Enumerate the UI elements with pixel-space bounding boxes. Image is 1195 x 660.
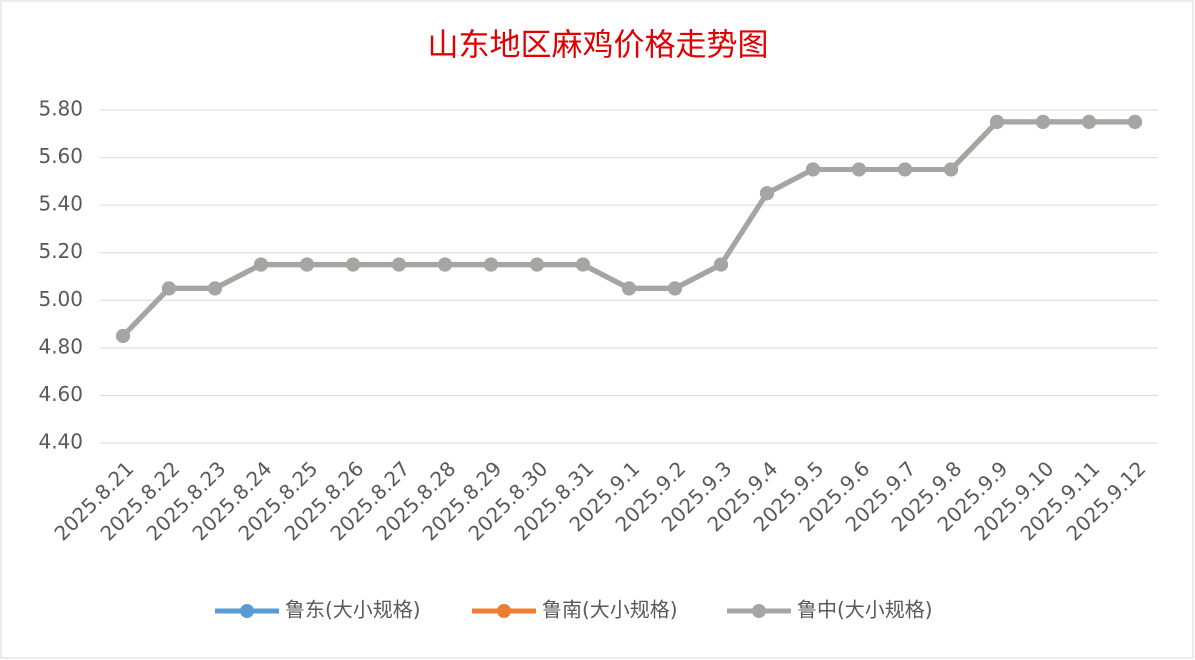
legend-label: 鲁东(大小规格) bbox=[285, 598, 421, 622]
legend-swatch-marker bbox=[752, 604, 766, 618]
data-point bbox=[208, 281, 222, 296]
data-point bbox=[300, 257, 314, 272]
y-tick-label: 5.60 bbox=[38, 144, 83, 168]
data-point bbox=[622, 281, 636, 296]
y-tick-label: 5.00 bbox=[38, 287, 83, 311]
data-point bbox=[438, 257, 452, 272]
data-point bbox=[346, 257, 360, 272]
data-point bbox=[116, 328, 130, 343]
y-tick-label: 4.80 bbox=[38, 334, 83, 358]
data-point bbox=[806, 162, 820, 177]
legend-label: 鲁中(大小规格) bbox=[797, 598, 933, 622]
data-point bbox=[944, 162, 958, 177]
data-point bbox=[668, 281, 682, 296]
data-point bbox=[530, 257, 544, 272]
y-tick-label: 5.80 bbox=[38, 97, 83, 121]
y-tick-label: 5.20 bbox=[38, 239, 83, 263]
data-point bbox=[714, 257, 728, 272]
y-tick-label: 5.40 bbox=[38, 192, 83, 216]
y-tick-label: 4.40 bbox=[38, 430, 83, 454]
data-point bbox=[898, 162, 912, 177]
data-point bbox=[576, 257, 590, 272]
legend-swatch-marker bbox=[240, 604, 254, 618]
chart-title: 山东地区麻鸡价格走势图 bbox=[428, 28, 769, 64]
data-point bbox=[484, 257, 498, 272]
data-point bbox=[392, 257, 406, 272]
data-point bbox=[1128, 114, 1142, 129]
data-point bbox=[162, 281, 176, 296]
data-point bbox=[1036, 114, 1050, 129]
legend-swatch-marker bbox=[497, 604, 511, 618]
data-point bbox=[990, 114, 1004, 129]
legend-label: 鲁南(大小规格) bbox=[542, 598, 678, 622]
data-point bbox=[852, 162, 866, 177]
data-point bbox=[1082, 114, 1096, 129]
data-point bbox=[254, 257, 268, 272]
y-tick-label: 4.60 bbox=[38, 382, 83, 406]
data-point bbox=[760, 186, 774, 201]
